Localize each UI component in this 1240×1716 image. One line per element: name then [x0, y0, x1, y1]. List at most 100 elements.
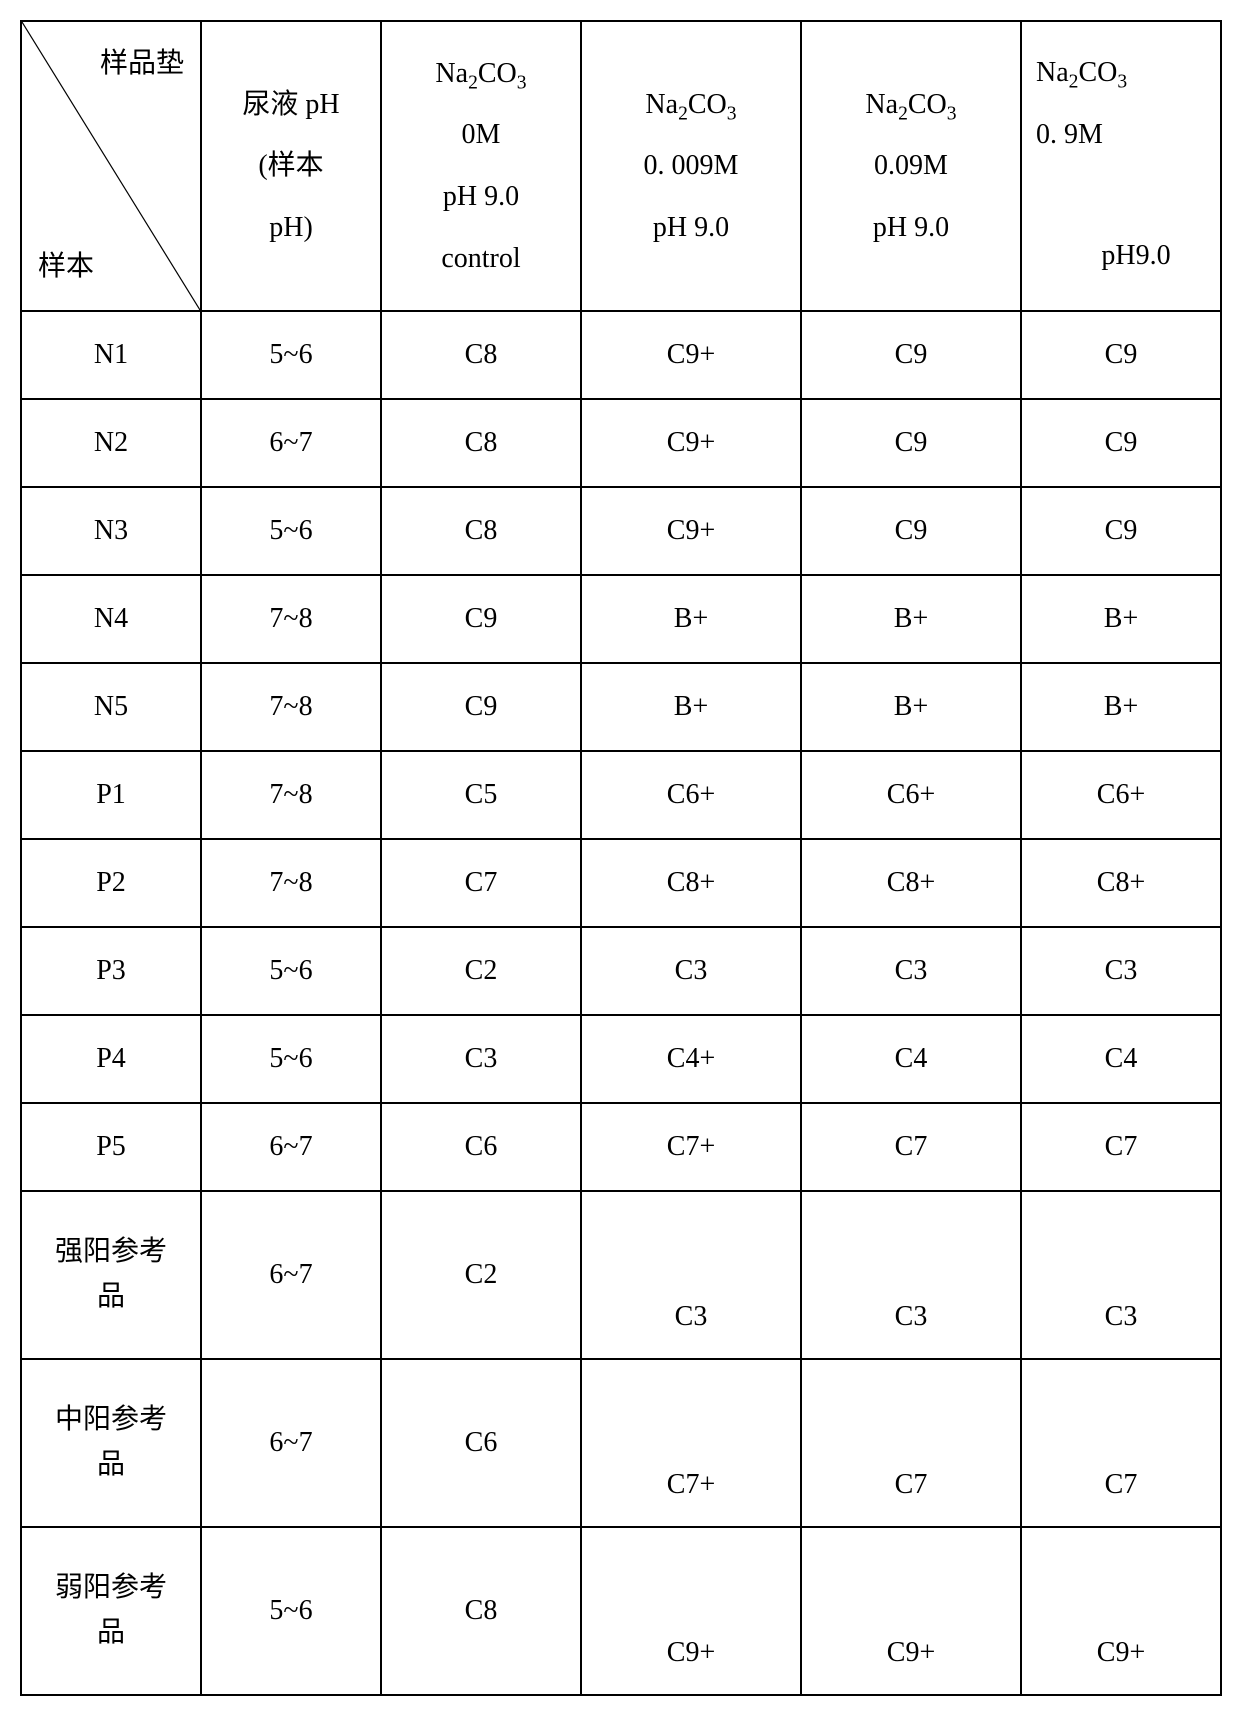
- c6-cell: C7: [1021, 1359, 1221, 1527]
- ctrl-cell: C6: [381, 1103, 581, 1191]
- c6-cell: C9: [1021, 311, 1221, 399]
- header-col2-l1: 尿液 pH: [206, 74, 376, 136]
- c5-cell: C4: [801, 1015, 1021, 1103]
- ctrl-cell: C8: [381, 1527, 581, 1695]
- c5-cell: C3: [801, 927, 1021, 1015]
- c5-cell: C7: [801, 1359, 1021, 1527]
- c4-cell: C3: [581, 1191, 801, 1359]
- ctrl-cell: C2: [381, 1191, 581, 1359]
- c5-cell: C3: [801, 1191, 1021, 1359]
- c6-cell: C4: [1021, 1015, 1221, 1103]
- data-table: 样品垫 样本 尿液 pH (样本 pH) Na2CO3 0M pH 9.0 co…: [20, 20, 1222, 1696]
- sample-name-cell: P5: [21, 1103, 201, 1191]
- c4-cell: C4+: [581, 1015, 801, 1103]
- ph-cell: 7~8: [201, 663, 381, 751]
- c4-cell: B+: [581, 575, 801, 663]
- ph-cell: 6~7: [201, 399, 381, 487]
- c6-cell: C3: [1021, 927, 1221, 1015]
- table-row: 中阳参考品6~7C6C7+C7C7: [21, 1359, 1221, 1527]
- c4-cell: C8+: [581, 839, 801, 927]
- sample-name-cell: P4: [21, 1015, 201, 1103]
- c4-cell: C9+: [581, 399, 801, 487]
- table-row: 弱阳参考品5~6C8C9+C9+C9+: [21, 1527, 1221, 1695]
- c6-cell: C3: [1021, 1191, 1221, 1359]
- header-col4-l2: 0. 009M: [586, 135, 796, 197]
- sample-name-cell: P3: [21, 927, 201, 1015]
- header-col6: Na2CO3 0. 9M pH9.0: [1021, 21, 1221, 311]
- c4-cell: C7+: [581, 1103, 801, 1191]
- diagonal-header-cell: 样品垫 样本: [21, 21, 201, 311]
- c6-cell: C7: [1021, 1103, 1221, 1191]
- c6-cell: C8+: [1021, 839, 1221, 927]
- c4-cell: C7+: [581, 1359, 801, 1527]
- ph-cell: 5~6: [201, 927, 381, 1015]
- header-col3-l4: control: [386, 228, 576, 290]
- header-col5: Na2CO3 0.09M pH 9.0: [801, 21, 1021, 311]
- ctrl-cell: C6: [381, 1359, 581, 1527]
- sample-name-cell: N2: [21, 399, 201, 487]
- ph-cell: 5~6: [201, 487, 381, 575]
- header-col5-l3: pH 9.0: [806, 197, 1016, 259]
- header-col4-formula: Na2CO3: [586, 74, 796, 136]
- ctrl-cell: C2: [381, 927, 581, 1015]
- sample-name-cell: 中阳参考品: [21, 1359, 201, 1527]
- c5-cell: C6+: [801, 751, 1021, 839]
- sample-name-cell: P1: [21, 751, 201, 839]
- sample-name-cell: N4: [21, 575, 201, 663]
- c5-cell: C9: [801, 399, 1021, 487]
- header-col4: Na2CO3 0. 009M pH 9.0: [581, 21, 801, 311]
- ctrl-cell: C8: [381, 487, 581, 575]
- header-col3: Na2CO3 0M pH 9.0 control: [381, 21, 581, 311]
- ctrl-cell: C8: [381, 311, 581, 399]
- ph-cell: 7~8: [201, 751, 381, 839]
- c4-cell: C3: [581, 927, 801, 1015]
- c5-cell: C8+: [801, 839, 1021, 927]
- ph-cell: 5~6: [201, 1527, 381, 1695]
- header-col3-formula: Na2CO3: [386, 43, 576, 105]
- ph-cell: 5~6: [201, 1015, 381, 1103]
- sample-name-cell: N1: [21, 311, 201, 399]
- sample-name-cell: 弱阳参考品: [21, 1527, 201, 1695]
- diag-header-bottom: 样本: [38, 245, 94, 290]
- header-col6-l2: 0. 9M: [1036, 104, 1216, 166]
- header-col6-formula: Na2CO3: [1036, 42, 1216, 104]
- ph-cell: 7~8: [201, 839, 381, 927]
- ctrl-cell: C9: [381, 575, 581, 663]
- header-col3-l3: pH 9.0: [386, 166, 576, 228]
- header-col2-l3: pH): [206, 197, 376, 259]
- table-row: N35~6C8C9+C9C9: [21, 487, 1221, 575]
- header-col3-l2: 0M: [386, 104, 576, 166]
- c4-cell: C9+: [581, 487, 801, 575]
- table-row: N57~8C9B+B+B+: [21, 663, 1221, 751]
- ctrl-cell: C9: [381, 663, 581, 751]
- c4-cell: C6+: [581, 751, 801, 839]
- sample-name-cell: N3: [21, 487, 201, 575]
- sample-name-cell: P2: [21, 839, 201, 927]
- header-col6-l3: pH9.0: [1036, 225, 1216, 287]
- table-row: 强阳参考品6~7C2C3C3C3: [21, 1191, 1221, 1359]
- c6-cell: C9: [1021, 399, 1221, 487]
- table-row: P27~8C7C8+C8+C8+: [21, 839, 1221, 927]
- ph-cell: 6~7: [201, 1359, 381, 1527]
- table-row: P45~6C3C4+C4C4: [21, 1015, 1221, 1103]
- ph-cell: 7~8: [201, 575, 381, 663]
- table-row: N47~8C9B+B+B+: [21, 575, 1221, 663]
- c6-cell: B+: [1021, 663, 1221, 751]
- table-row: P35~6C2C3C3C3: [21, 927, 1221, 1015]
- c5-cell: C9+: [801, 1527, 1021, 1695]
- ph-cell: 6~7: [201, 1103, 381, 1191]
- header-col5-formula: Na2CO3: [806, 74, 1016, 136]
- c4-cell: C9+: [581, 311, 801, 399]
- table-body: N15~6C8C9+C9C9N26~7C8C9+C9C9N35~6C8C9+C9…: [21, 311, 1221, 1695]
- c6-cell: C9: [1021, 487, 1221, 575]
- header-row: 样品垫 样本 尿液 pH (样本 pH) Na2CO3 0M pH 9.0 co…: [21, 21, 1221, 311]
- sample-name-cell: N5: [21, 663, 201, 751]
- c6-cell: C9+: [1021, 1527, 1221, 1695]
- table-row: P17~8C5C6+C6+C6+: [21, 751, 1221, 839]
- ctrl-cell: C8: [381, 399, 581, 487]
- c4-cell: C9+: [581, 1527, 801, 1695]
- header-col4-l3: pH 9.0: [586, 197, 796, 259]
- c5-cell: B+: [801, 575, 1021, 663]
- table-row: P56~7C6C7+C7C7: [21, 1103, 1221, 1191]
- table-row: N26~7C8C9+C9C9: [21, 399, 1221, 487]
